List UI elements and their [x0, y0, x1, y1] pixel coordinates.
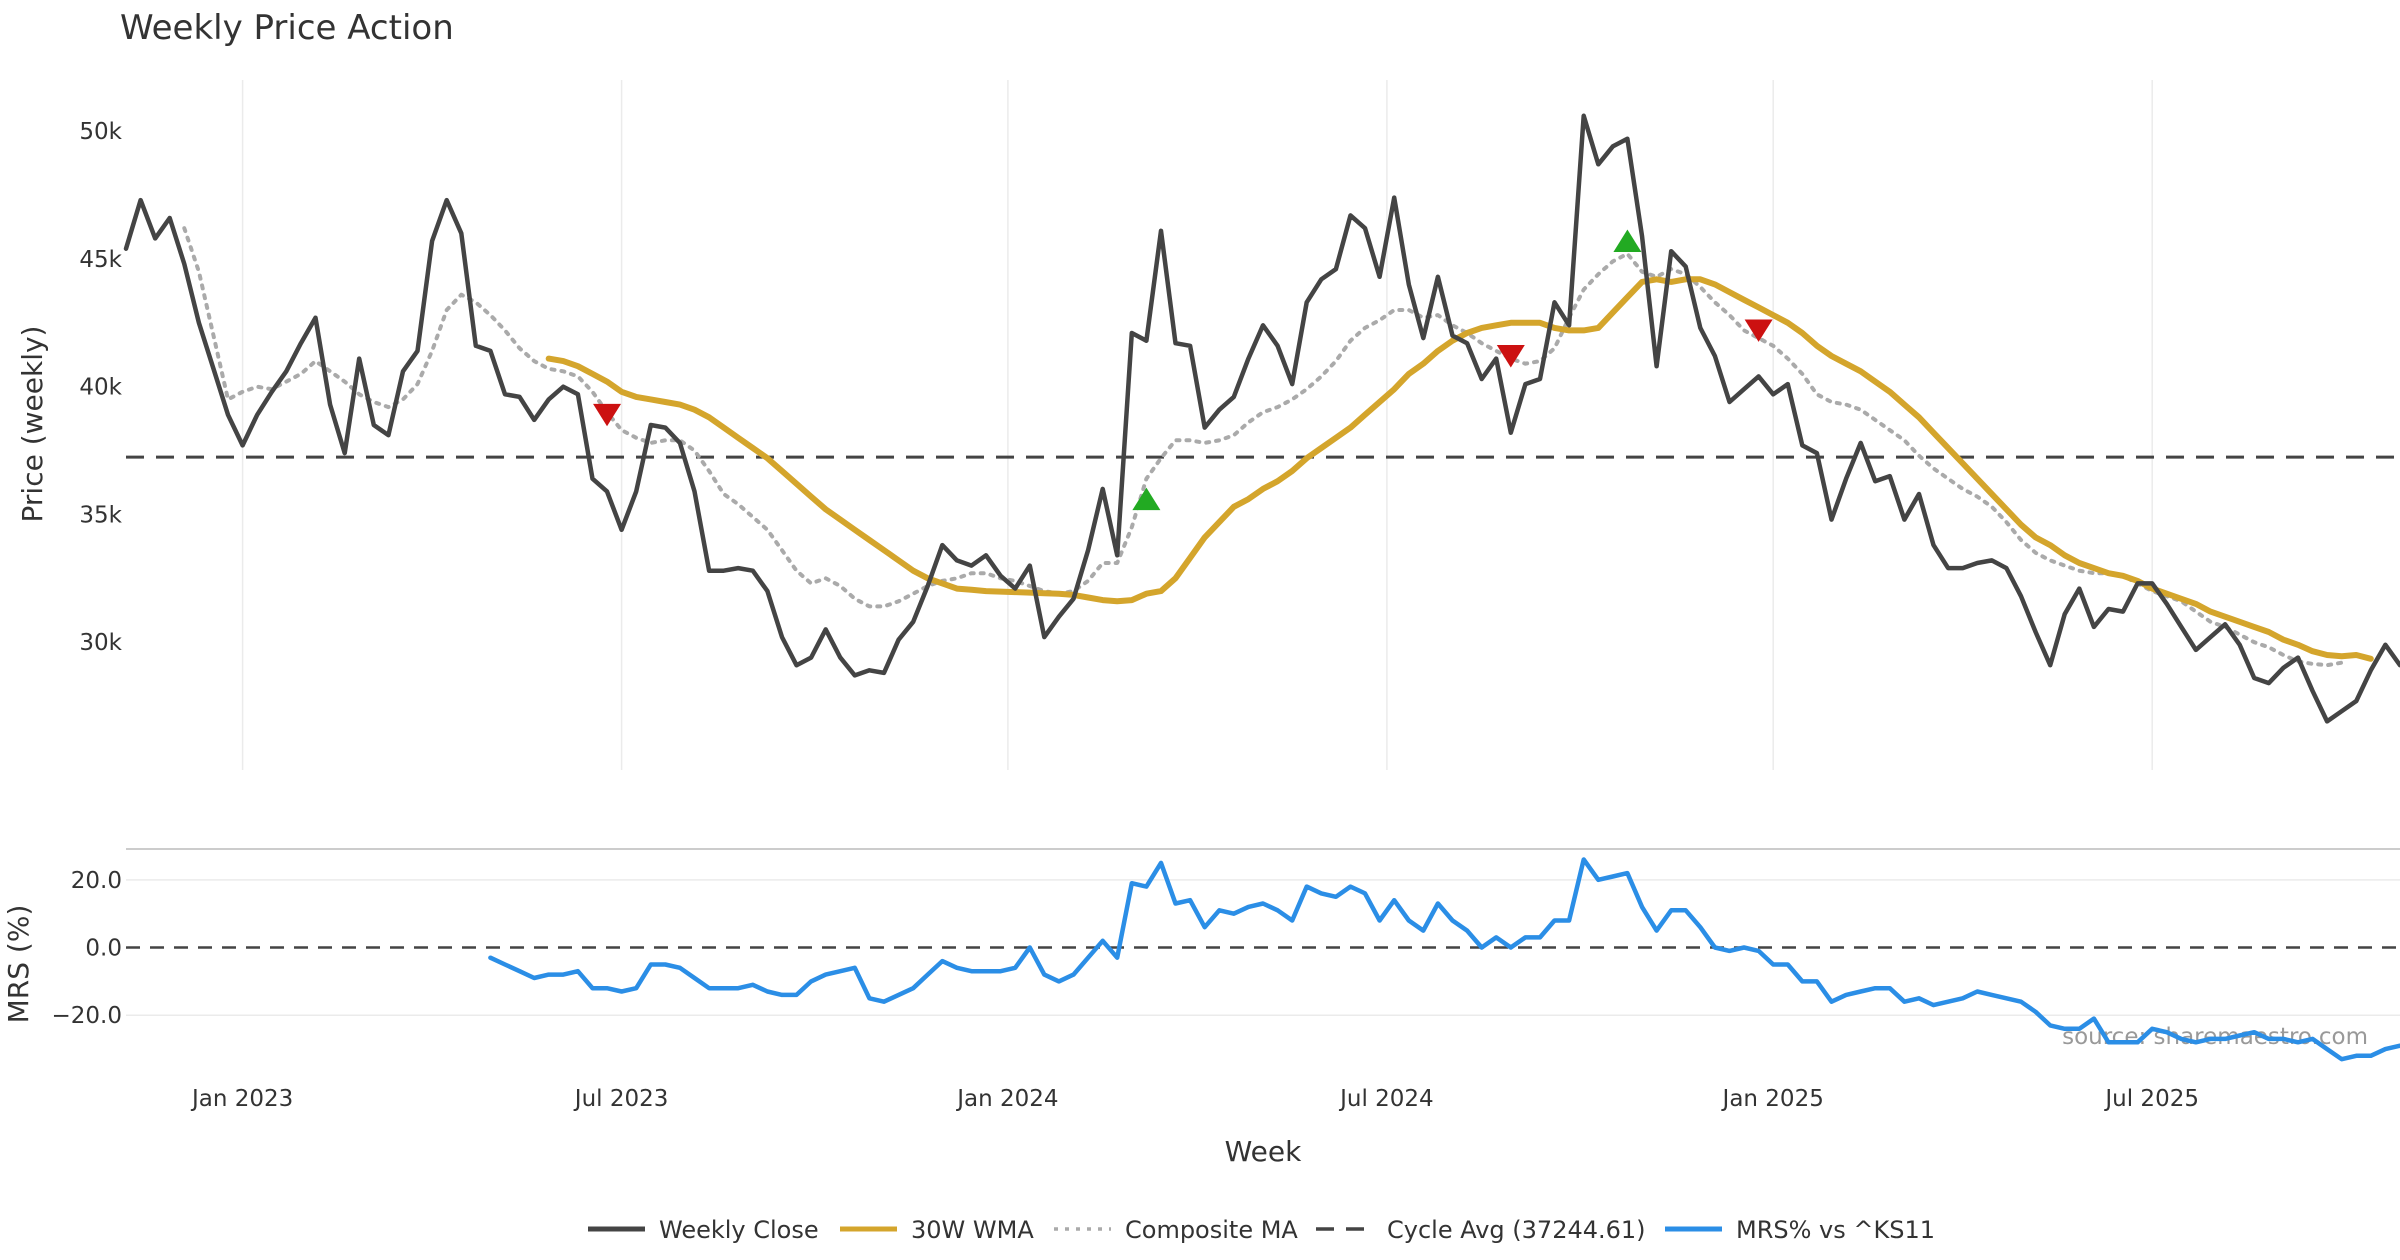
- legend-label-4: MRS% vs ^KS11: [1736, 1216, 1935, 1244]
- mrs-y-tick-1: 0.0: [85, 936, 122, 962]
- x-tick-3: Jul 2024: [1338, 1086, 1434, 1112]
- mrs-series-group: [126, 857, 2400, 1062]
- legend: Weekly Close 30W WMA Composite MA Cycle Avg…: [588, 1216, 1935, 1244]
- legend-label-0: Weekly Close: [659, 1216, 819, 1244]
- buy-signal-3: [1613, 229, 1642, 252]
- weekly-close-line: [123, 113, 2400, 724]
- x-axis-label: Week: [1225, 1135, 1302, 1168]
- legend-label-3: Cycle Avg (37244.61): [1387, 1216, 1646, 1244]
- legend-label-1: 30W WMA: [911, 1216, 1034, 1244]
- price-y-tick-0: 30k: [79, 630, 122, 656]
- x-tick-1: Jul 2023: [573, 1086, 669, 1112]
- mrs-y-axis-label: MRS (%): [2, 905, 35, 1024]
- sell-signal-4: [1744, 319, 1773, 342]
- sell-signal-0: [593, 403, 622, 427]
- price-y-tick-3: 45k: [79, 247, 122, 273]
- sell-signal-2: [1496, 345, 1525, 368]
- mrs-line: [488, 857, 2400, 1062]
- price-y-axis-label: Price (weekly): [16, 326, 49, 523]
- x-tick-0: Jan 2023: [190, 1086, 293, 1112]
- price-y-tick-1: 35k: [79, 502, 122, 528]
- composite-ma-line: [182, 226, 2344, 668]
- x-tick-5: Jul 2025: [2103, 1086, 2199, 1112]
- buy-signal-1: [1132, 487, 1161, 511]
- chart-title: Weekly Price Action: [120, 8, 454, 48]
- mrs-gridlines: [126, 848, 2400, 1016]
- mrs-y-tick-0: −20.0: [52, 1003, 122, 1029]
- price-y-tick-2: 40k: [79, 375, 122, 401]
- mrs-y-tick-2: 20.0: [71, 868, 122, 894]
- price-gridlines: [241, 80, 2153, 770]
- price-series-group: [123, 113, 2400, 724]
- legend-label-2: Composite MA: [1125, 1216, 1298, 1244]
- signal-markers: [593, 229, 1773, 511]
- x-tick-labels: Jan 2023 Jul 2023 Jan 2024 Jul 2024 Jan 2025…: [190, 1086, 2199, 1112]
- x-tick-4: Jan 2025: [1721, 1086, 1824, 1112]
- price-y-tick-4: 50k: [79, 119, 122, 145]
- mrs-y-ticks: −20.0 0.0 20.0: [52, 868, 122, 1029]
- price-y-ticks: 30k 35k 40k 45k 50k: [79, 119, 122, 656]
- wma-30w-line: [545, 276, 2374, 662]
- x-tick-2: Jan 2024: [955, 1086, 1058, 1112]
